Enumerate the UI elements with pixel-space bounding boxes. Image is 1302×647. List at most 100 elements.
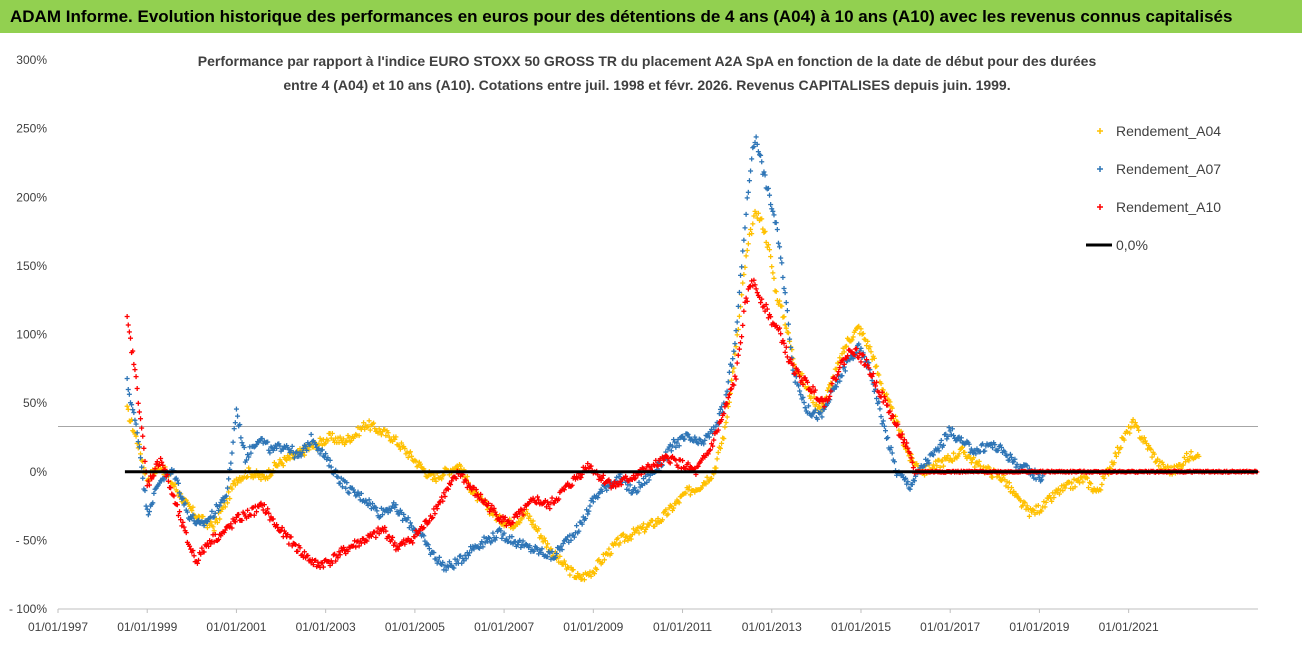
data-point — [373, 534, 379, 540]
data-point — [571, 534, 577, 540]
data-point — [1186, 458, 1192, 464]
data-point — [1146, 443, 1152, 449]
data-point — [422, 538, 428, 544]
data-point — [731, 382, 737, 388]
data-point — [134, 385, 140, 391]
data-point — [514, 542, 520, 548]
data-point — [784, 354, 790, 360]
data-point — [1188, 449, 1194, 455]
data-point — [1002, 449, 1008, 455]
data-point — [705, 451, 711, 457]
data-point — [773, 220, 779, 226]
data-point — [768, 314, 774, 320]
data-point — [936, 448, 942, 454]
data-point — [740, 248, 746, 254]
data-point — [333, 558, 339, 564]
data-point — [251, 512, 257, 518]
data-point — [655, 463, 661, 469]
data-point — [221, 498, 227, 504]
data-point — [232, 420, 238, 426]
data-point — [785, 321, 791, 327]
data-point — [790, 367, 796, 373]
y-tick-label: 250% — [16, 122, 47, 136]
data-point — [878, 381, 884, 387]
data-point — [150, 500, 156, 506]
data-point — [945, 433, 951, 439]
data-point — [736, 346, 742, 352]
data-point — [139, 464, 145, 470]
x-tick-label: 01/01/2017 — [920, 620, 980, 634]
data-point — [223, 493, 229, 499]
data-point — [337, 434, 343, 440]
data-point — [489, 502, 495, 508]
data-point — [717, 445, 723, 451]
x-tick-label: 01/01/2003 — [296, 620, 356, 634]
data-point — [797, 388, 803, 394]
data-point — [742, 225, 748, 231]
data-point — [864, 357, 870, 363]
data-point — [218, 499, 224, 505]
data-point — [125, 322, 131, 328]
data-point — [1118, 445, 1124, 451]
data-point — [552, 554, 558, 560]
data-point — [371, 420, 377, 426]
data-point — [819, 414, 825, 420]
data-point — [405, 515, 411, 521]
data-point — [327, 457, 333, 463]
data-point — [275, 524, 281, 530]
data-point — [512, 538, 518, 544]
data-point — [454, 557, 460, 563]
data-point — [133, 374, 139, 380]
data-point — [632, 485, 638, 491]
data-point — [868, 349, 874, 355]
data-point — [193, 521, 199, 527]
data-point — [174, 502, 180, 508]
data-point — [880, 418, 886, 424]
data-point — [901, 437, 907, 443]
data-point — [304, 447, 310, 453]
data-point — [402, 541, 408, 547]
data-point — [740, 280, 746, 286]
data-point — [733, 376, 739, 382]
data-point — [554, 551, 560, 557]
data-point — [659, 517, 665, 523]
data-point — [451, 565, 457, 571]
data-point — [521, 506, 527, 512]
data-point — [482, 497, 488, 503]
data-point — [182, 500, 188, 506]
data-point — [608, 551, 614, 557]
data-point — [741, 308, 747, 314]
data-point — [743, 211, 749, 217]
data-point — [1033, 476, 1039, 482]
data-point — [329, 560, 335, 566]
data-point — [465, 552, 471, 558]
data-point — [962, 449, 968, 455]
data-point — [937, 464, 943, 470]
data-point — [725, 395, 731, 401]
data-point — [685, 431, 691, 437]
data-point — [458, 463, 464, 469]
data-point — [412, 534, 418, 540]
data-point — [426, 518, 432, 524]
data-point — [968, 446, 974, 452]
data-point — [146, 482, 152, 488]
data-point — [973, 451, 979, 457]
data-point — [899, 431, 905, 437]
x-axis-labels: 01/01/1997 01/01/1999 01/01/2001 01/01/2003… — [28, 609, 1159, 634]
data-point — [365, 423, 371, 429]
data-point — [1111, 460, 1117, 466]
data-point — [520, 538, 526, 544]
data-point — [790, 362, 796, 368]
data-point — [885, 435, 891, 441]
data-point — [289, 443, 295, 449]
data-point — [520, 512, 526, 518]
data-point — [243, 457, 249, 463]
data-point — [1042, 504, 1048, 510]
data-point — [241, 444, 247, 450]
report-banner: ADAM Informe. Evolution historique des p… — [0, 0, 1302, 33]
x-tick-label: 01/01/1997 — [28, 620, 88, 634]
data-point — [746, 178, 752, 184]
data-point — [583, 515, 589, 521]
data-point — [1168, 464, 1174, 470]
data-point — [380, 512, 386, 518]
